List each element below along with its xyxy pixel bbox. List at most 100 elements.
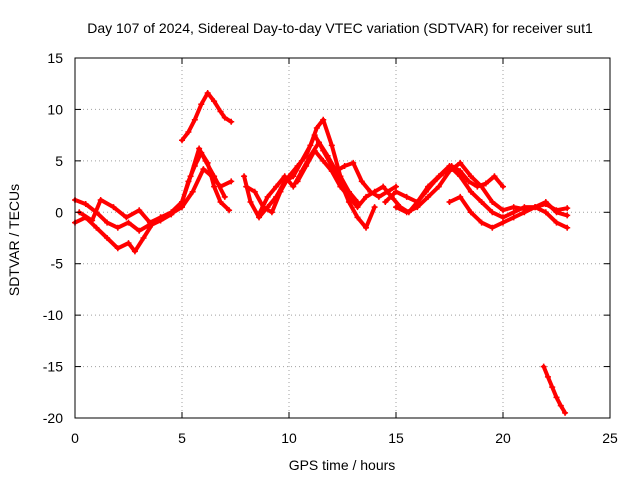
data-point [324,152,331,159]
data-point [532,204,539,211]
data-point [179,204,185,211]
series-track-6 [243,132,378,231]
data-point [425,183,432,190]
data-point [315,139,322,146]
data-point [228,118,235,125]
series-track-11 [446,193,571,231]
chart-title: Day 107 of 2024, Sidereal Day-to-day VTE… [87,20,593,36]
data-point [354,204,361,211]
data-point [320,116,327,123]
y-tick-label: -20 [43,410,63,426]
data-point [226,207,233,214]
data-point [247,199,254,205]
data-point [553,394,560,401]
series-line [180,91,234,143]
data-point [217,108,224,115]
data-point [189,188,196,195]
data-point [521,209,528,216]
data-point [500,207,506,214]
series-track-3 [76,166,235,226]
data-point [204,89,211,96]
data-point [564,224,571,231]
data-point [363,193,370,200]
data-point [114,245,121,252]
data-point [510,209,517,216]
data-point [256,211,263,218]
data-point [354,214,361,221]
data-point [217,183,224,190]
data-point [104,235,111,241]
data-point [228,178,235,185]
data-point [414,199,421,205]
data-point [264,193,271,200]
x-tick-label: 20 [495,430,511,446]
data-point [446,199,453,205]
series-track-9 [382,163,571,231]
data-point [241,173,248,180]
series-line [77,167,234,225]
data-point [136,227,143,234]
data-point [136,207,143,214]
data-point [157,214,164,221]
series-line [244,133,377,230]
data-point [549,384,556,391]
data-point [557,402,564,409]
data-point [221,114,228,121]
data-point [478,183,485,190]
data-point [179,137,185,144]
y-tick-label: 15 [47,50,63,66]
data-point [185,129,192,136]
data-point [313,124,320,131]
y-tick-label: 5 [55,153,63,169]
series-track-4 [179,89,235,144]
data-point [82,201,89,208]
data-point [328,168,335,175]
data-point [211,98,218,105]
data-point [457,193,464,200]
data-point [187,173,194,180]
y-axis-label: SDTVAR / TECUs [6,184,22,296]
data-point [146,219,153,226]
data-point [320,157,327,164]
data-point [202,157,209,164]
data-point [465,178,472,185]
data-point [414,204,421,211]
data-point [467,173,474,180]
data-point [467,188,474,195]
data-point [191,116,198,123]
data-point [221,193,228,200]
data-point [544,373,551,380]
data-point [196,145,203,152]
data-point [542,199,549,205]
data-point [217,199,224,205]
data-point [489,199,496,205]
data-point [540,363,547,370]
data-point [281,173,288,180]
data-point [303,163,310,169]
data-point [446,168,453,175]
x-tick-label: 15 [388,430,404,446]
x-tick-label: 5 [178,430,186,446]
y-tick-label: -15 [43,359,63,375]
data-point [435,173,442,180]
data-point [200,166,207,173]
data-point [170,209,177,216]
data-point [562,409,569,416]
data-point [403,193,410,200]
series-track-12 [540,363,569,416]
grid [75,58,610,418]
data-point [553,209,560,216]
data-point [251,188,258,195]
data-point [478,219,485,226]
data-point [393,188,399,195]
data-point [371,188,378,195]
series-track-10 [393,159,571,216]
data-point [510,214,517,221]
y-tick-label: 10 [47,101,63,117]
data-point [131,248,138,255]
data-point [380,183,387,190]
data-point [482,180,489,187]
data-point [382,199,389,205]
data-point [328,142,335,149]
